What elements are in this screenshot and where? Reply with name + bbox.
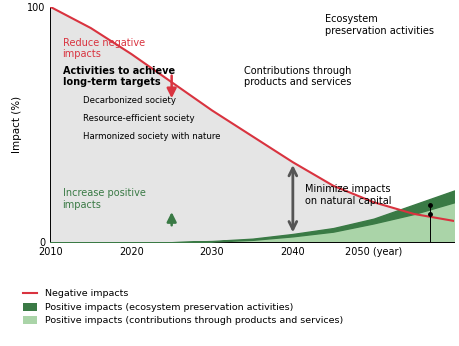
Text: Increase positive
impacts: Increase positive impacts	[62, 188, 146, 210]
Text: Decarbonized society: Decarbonized society	[83, 96, 176, 105]
Y-axis label: Impact (%): Impact (%)	[11, 96, 22, 153]
Text: Reduce negative
impacts: Reduce negative impacts	[62, 37, 145, 59]
Text: Minimize impacts
on natural capital: Minimize impacts on natural capital	[305, 184, 392, 206]
Text: Resource-efficient society: Resource-efficient society	[83, 114, 195, 123]
Text: Activities to achieve
long-term targets: Activities to achieve long-term targets	[62, 66, 175, 87]
Text: Contributions through
products and services: Contributions through products and servi…	[244, 66, 352, 87]
Legend: Negative impacts, Positive impacts (ecosystem preservation activities), Positive: Negative impacts, Positive impacts (ecos…	[23, 289, 343, 325]
Text: Harmonized society with nature: Harmonized society with nature	[83, 131, 220, 140]
Text: Ecosystem
preservation activities: Ecosystem preservation activities	[325, 14, 434, 36]
